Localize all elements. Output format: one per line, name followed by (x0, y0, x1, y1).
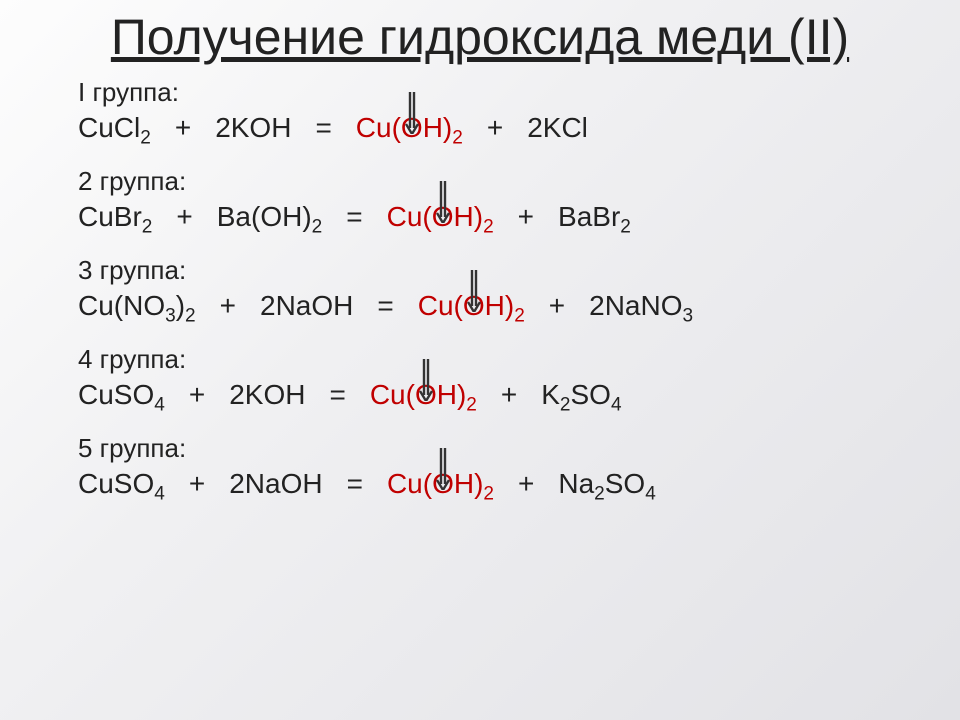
equation: CuSO4 +2KOH = Cu(O H)2 + K2SO4 (78, 379, 930, 411)
lhs-term: + (189, 468, 205, 500)
product-cuoh2: Cu(O H)2 (370, 379, 477, 411)
group-4: 4 группа: CuSO4 +2KOH = Cu(O H)2 + K2SO4 (78, 344, 930, 411)
lhs-term: + (175, 112, 191, 144)
lhs-term: CuBr2 (78, 201, 152, 233)
group-2: 2 группа: CuBr2 + Ba(OH)2 = Cu(O H)2 + BaBr2 (78, 166, 930, 233)
equals-sign: = (347, 468, 363, 500)
rhs-term: + (501, 379, 517, 411)
rhs-term: + (518, 201, 534, 233)
precipitate-arrow-anchor: O (432, 201, 454, 233)
rhs-term: 2KCl (527, 112, 588, 144)
equals-sign: = (329, 379, 345, 411)
lhs-term: CuSO4 (78, 379, 165, 411)
lhs-term: 2NaOH (260, 290, 353, 322)
equals-sign: = (315, 112, 331, 144)
lhs-term: 2KOH (229, 379, 305, 411)
product-cuoh2: Cu(O H)2 (356, 112, 463, 144)
lhs-term: CuCl2 (78, 112, 151, 144)
precipitate-arrow-anchor: O (415, 379, 437, 411)
group-1: I группа: CuCl2 +2KOH = Cu(O H)2 +2KCl (78, 77, 930, 144)
equation: CuBr2 + Ba(OH)2 = Cu(O H)2 + BaBr2 (78, 201, 930, 233)
equation: CuSO4 +2NaOH = Cu(O H)2 + Na2SO4 (78, 468, 930, 500)
equation-list: I группа: CuCl2 +2KOH = Cu(O H)2 +2KCl 2 групп… (30, 77, 930, 500)
page-title: Получение гидроксида меди (II) (30, 10, 930, 65)
lhs-term: 2KOH (215, 112, 291, 144)
rhs-term: + (518, 468, 534, 500)
product-cuoh2: Cu(O H)2 (387, 468, 494, 500)
product-cuoh2: Cu(O H)2 (418, 290, 525, 322)
group-label: 3 группа: (78, 255, 930, 286)
lhs-term: + (189, 379, 205, 411)
equation: CuCl2 +2KOH = Cu(O H)2 +2KCl (78, 112, 930, 144)
product-cuoh2: Cu(O H)2 (387, 201, 494, 233)
group-5: 5 группа: CuSO4 +2NaOH = Cu(O H)2 + Na2SO4 (78, 433, 930, 500)
rhs-term: K2SO4 (541, 379, 621, 411)
precipitate-arrow-anchor: O (401, 112, 423, 144)
lhs-term: + (220, 290, 236, 322)
lhs-term: CuSO4 (78, 468, 165, 500)
rhs-term: Na2SO4 (558, 468, 655, 500)
rhs-term: BaBr2 (558, 201, 631, 233)
rhs-term: 2NaNO3 (589, 290, 693, 322)
equals-sign: = (377, 290, 393, 322)
precipitate-arrow-anchor: O (432, 468, 454, 500)
equals-sign: = (346, 201, 362, 233)
group-label: 2 группа: (78, 166, 930, 197)
lhs-term: + (176, 201, 192, 233)
lhs-term: Cu(NO3)2 (78, 290, 196, 322)
group-label: 4 группа: (78, 344, 930, 375)
group-label: I группа: (78, 77, 930, 108)
precipitate-arrow-anchor: O (463, 290, 485, 322)
lhs-term: 2NaOH (229, 468, 322, 500)
rhs-term: + (487, 112, 503, 144)
equation: Cu(NO3)2 +2NaOH = Cu(O H)2 +2NaNO3 (78, 290, 930, 322)
group-3: 3 группа: Cu(NO3)2 +2NaOH = Cu(O H)2 +2NaNO3 (78, 255, 930, 322)
slide: Получение гидроксида меди (II) I группа:… (0, 0, 960, 542)
lhs-term: Ba(OH)2 (217, 201, 323, 233)
group-label: 5 группа: (78, 433, 930, 464)
rhs-term: + (549, 290, 565, 322)
